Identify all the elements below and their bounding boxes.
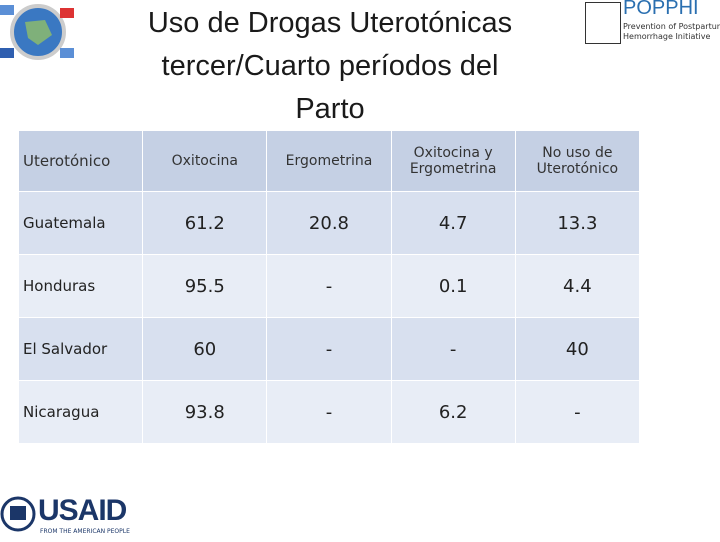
- table-cell: 61.2: [142, 191, 268, 255]
- table-cell: -: [266, 317, 392, 381]
- title: Uso de Drogas Uterotónicas tercer/Cuarto …: [80, 2, 580, 131]
- flags-logo: [0, 4, 74, 60]
- table-cell: Nicaragua: [17, 380, 144, 444]
- tagline-line: Hemorrhage Initiative: [623, 32, 711, 41]
- table-cell: 6.2: [390, 380, 516, 444]
- table-cell: -: [266, 380, 392, 444]
- usaid-tagline: FROM THE AMERICAN PEOPLE: [40, 528, 130, 535]
- data-table: Uterotónico Oxitocina Ergometrina Oxitocina…: [17, 130, 641, 444]
- logo-tagline: Prevention of Postpartum Hemorrhage Initi…: [623, 22, 720, 42]
- table-row: Nicaragua 93.8-6.2-: [17, 380, 641, 444]
- table-row: Guatemala 61.2 20.8 4.7 13.3: [17, 191, 641, 255]
- table-cell: 0.1: [390, 254, 516, 318]
- usaid-logo: USAID FROM THE AMERICAN PEOPLE: [0, 492, 130, 540]
- column-header: Oxitocina: [142, 130, 268, 192]
- table-cell: Honduras: [17, 254, 144, 318]
- column-header: Oxitocina y Ergometrina: [390, 130, 516, 192]
- usaid-brand: USAID: [38, 494, 127, 527]
- table-cell: 13.3: [514, 191, 641, 255]
- table-cell: Guatemala: [17, 191, 144, 255]
- table-cell: 93.8: [142, 380, 268, 444]
- logo-icon: [585, 2, 621, 44]
- title-line: Parto: [295, 93, 365, 125]
- table-cell: -: [514, 380, 641, 444]
- header-row: Uterotónico Oxitocina Ergometrina Oxitocina…: [17, 130, 641, 192]
- table-cell: -: [266, 254, 392, 318]
- usaid-seal: [0, 496, 36, 532]
- table-row: Honduras 95.5-0.1 4.4: [17, 254, 641, 318]
- table-row: El Salvador 60- -40: [17, 317, 641, 381]
- table-cell: 40: [514, 317, 641, 381]
- popphi-logo: POPPHI Prevention of Postpartum Hemorrhag…: [585, 0, 720, 48]
- table-cell: 60: [142, 317, 268, 381]
- table-cell: 4.7: [390, 191, 516, 255]
- table-cell: El Salvador: [17, 317, 144, 381]
- table-cell: 95.5: [142, 254, 268, 318]
- title-line: tercer/Cuarto períodos del: [161, 50, 499, 82]
- column-header: Uterotónico: [17, 130, 144, 192]
- column-header: No uso de Uterotónico: [514, 130, 641, 192]
- logo-name: POPPHI: [623, 0, 699, 19]
- table-cell: -: [390, 317, 516, 381]
- table-cell: 20.8: [266, 191, 392, 255]
- title-line: Uso de Drogas Uterotónicas: [147, 7, 513, 39]
- table-cell: 4.4: [514, 254, 641, 318]
- tagline-line: Prevention of Postpartum: [623, 22, 720, 31]
- column-header: Ergometrina: [266, 130, 392, 192]
